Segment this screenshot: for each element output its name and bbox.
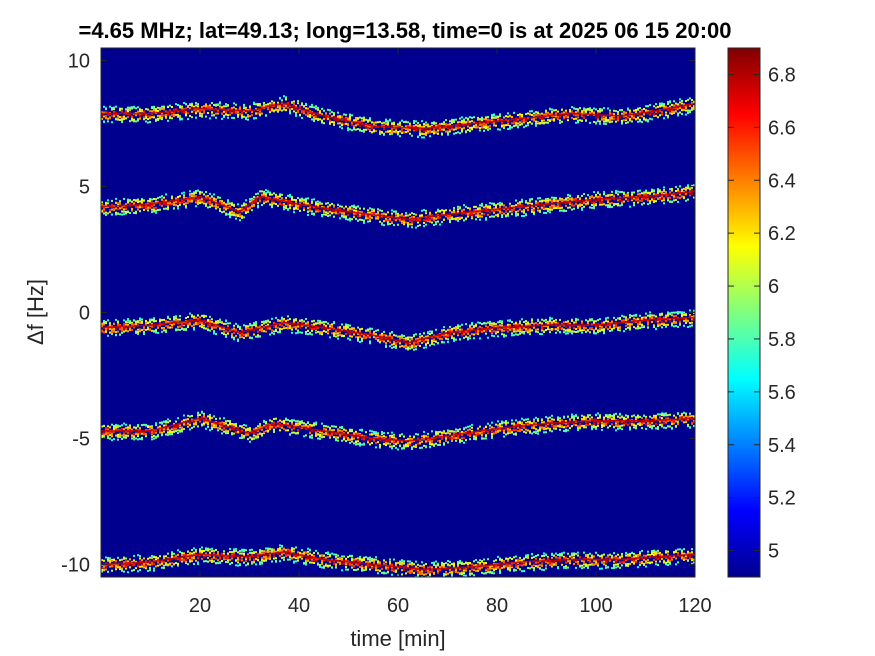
y-tick-label: 10 xyxy=(68,51,90,73)
colorbar-tick-label: 6.2 xyxy=(768,223,796,245)
y-axis-label: Δf [Hz] xyxy=(23,279,48,345)
y-axis: 10 5 0 -5 -10 xyxy=(61,51,695,576)
series-band-0 xyxy=(101,95,695,139)
x-tick-label: 20 xyxy=(189,595,211,617)
series-band-4 xyxy=(101,544,695,577)
y-tick-label: -5 xyxy=(72,428,90,450)
colorbar-border xyxy=(727,47,761,578)
colorbar-tick-label: 5 xyxy=(768,541,779,563)
colorbar-ticks: 6.8 6.6 6.4 6.2 6 5.8 5.6 5.4 5.2 5 xyxy=(728,64,796,563)
x-tick-label: 60 xyxy=(387,595,409,617)
colorbar-tick-label: 6.8 xyxy=(768,64,796,86)
y-tick-label: 5 xyxy=(79,177,90,199)
x-tick-label: 120 xyxy=(678,595,711,617)
series-band-1 xyxy=(101,184,695,229)
colorbar-tick-label: 6.6 xyxy=(768,117,796,139)
colorbar-tick-label: 5.4 xyxy=(768,435,796,457)
series-line-3 xyxy=(101,417,695,442)
x-tick-label: 100 xyxy=(579,595,612,617)
x-tick-label: 80 xyxy=(486,595,508,617)
colorbar-tick-label: 5.6 xyxy=(768,382,796,404)
colorbar-gradient xyxy=(728,48,760,577)
plot-background xyxy=(101,48,695,577)
series-band-3 xyxy=(101,410,695,451)
spectrogram-bands xyxy=(101,95,695,577)
x-axis-label: time [min] xyxy=(350,626,445,651)
x-axis: 20 40 60 80 100 120 xyxy=(189,48,712,617)
chart-title: =4.65 MHz; lat=49.13; long=13.58, time=0… xyxy=(78,18,731,43)
y-tick-label: 0 xyxy=(79,303,90,325)
x-tick-label: 40 xyxy=(288,595,310,617)
colorbar-tick-label: 6 xyxy=(768,276,779,298)
colorbar: 6.8 6.6 6.4 6.2 6 5.8 5.6 5.4 5.2 5 xyxy=(727,47,796,578)
colorbar-tick-label: 5.8 xyxy=(768,329,796,351)
y-tick-label: -10 xyxy=(61,554,90,576)
series-line-0 xyxy=(101,102,695,130)
series-line-1 xyxy=(101,190,695,221)
colorbar-tick-label: 6.4 xyxy=(768,170,796,192)
plot-area xyxy=(100,47,696,578)
colorbar-tick-label: 5.2 xyxy=(768,488,796,510)
series-band-2 xyxy=(101,309,695,351)
series-line-4 xyxy=(101,550,695,571)
series-line-2 xyxy=(101,316,695,344)
